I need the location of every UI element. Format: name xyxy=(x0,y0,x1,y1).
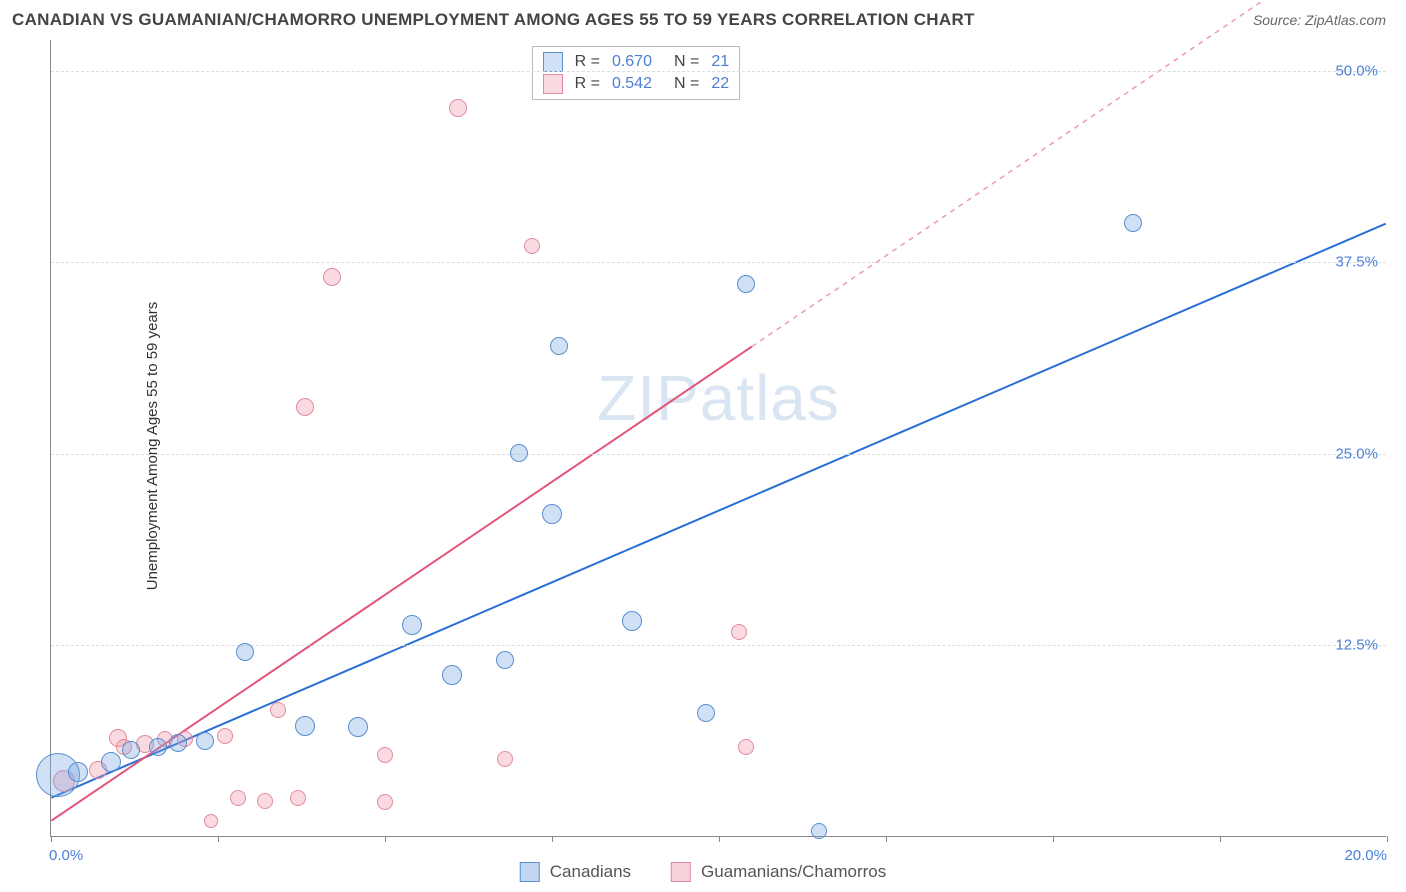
y-tick-label: 25.0% xyxy=(1335,445,1378,462)
trend-lines-layer xyxy=(51,40,1386,836)
correlation-legend: R = 0.670 N = 21 R = 0.542 N = 22 xyxy=(532,46,741,100)
legend-stat-row: R = 0.542 N = 22 xyxy=(543,73,730,95)
data-point xyxy=(697,704,715,722)
data-point xyxy=(204,814,218,828)
x-tick xyxy=(385,836,386,842)
r-value: 0.542 xyxy=(612,75,652,93)
data-point xyxy=(270,702,286,718)
data-point xyxy=(236,643,254,661)
data-point xyxy=(738,739,754,755)
data-point xyxy=(230,790,246,806)
data-point xyxy=(442,665,462,685)
gridline xyxy=(51,262,1386,263)
data-point xyxy=(377,747,393,763)
data-point xyxy=(811,823,827,839)
data-point xyxy=(296,398,314,416)
data-point xyxy=(169,734,187,752)
data-point xyxy=(323,268,341,286)
legend-item: Guamanians/Chamorros xyxy=(671,862,886,882)
legend-label: Canadians xyxy=(550,862,631,882)
y-tick-label: 37.5% xyxy=(1335,254,1378,271)
data-point xyxy=(622,611,642,631)
legend-item: Canadians xyxy=(520,862,631,882)
legend-swatch xyxy=(543,74,563,94)
y-tick-label: 50.0% xyxy=(1335,62,1378,79)
x-tick xyxy=(886,836,887,842)
data-point xyxy=(257,793,273,809)
r-value: 0.670 xyxy=(612,53,652,71)
data-point xyxy=(1124,214,1142,232)
source-label: Source: ZipAtlas.com xyxy=(1253,12,1386,28)
legend-swatch xyxy=(543,52,563,72)
legend-swatch xyxy=(520,862,540,882)
data-point xyxy=(542,504,562,524)
gridline xyxy=(51,454,1386,455)
x-tick xyxy=(218,836,219,842)
data-point xyxy=(68,762,88,782)
data-point xyxy=(377,794,393,810)
data-point xyxy=(122,741,140,759)
x-tick xyxy=(719,836,720,842)
n-value: 21 xyxy=(711,53,729,71)
gridline xyxy=(51,71,1386,72)
legend-swatch xyxy=(671,862,691,882)
data-point xyxy=(101,752,121,772)
data-point xyxy=(196,732,214,750)
r-label: R = xyxy=(575,53,600,71)
n-label: N = xyxy=(674,75,699,93)
y-tick-label: 12.5% xyxy=(1335,637,1378,654)
data-point xyxy=(295,716,315,736)
x-tick-label: 20.0% xyxy=(1344,847,1387,864)
data-point xyxy=(510,444,528,462)
scatter-chart: ZIPatlas R = 0.670 N = 21 R = 0.542 N = 22 12.5… xyxy=(50,40,1386,837)
data-point xyxy=(217,728,233,744)
data-point xyxy=(731,624,747,640)
data-point xyxy=(497,751,513,767)
series-legend: Canadians Guamanians/Chamorros xyxy=(520,862,886,882)
x-tick-label: 0.0% xyxy=(49,847,83,864)
x-tick xyxy=(1387,836,1388,842)
data-point xyxy=(290,790,306,806)
x-tick xyxy=(1053,836,1054,842)
watermark: ZIPatlas xyxy=(597,361,840,435)
n-value: 22 xyxy=(711,75,729,93)
data-point xyxy=(402,615,422,635)
data-point xyxy=(737,275,755,293)
x-tick xyxy=(51,836,52,842)
n-label: N = xyxy=(674,53,699,71)
data-point xyxy=(524,238,540,254)
data-point xyxy=(348,717,368,737)
chart-header: CANADIAN VS GUAMANIAN/CHAMORRO UNEMPLOYM… xyxy=(0,0,1406,38)
data-point xyxy=(449,99,467,117)
chart-title: CANADIAN VS GUAMANIAN/CHAMORRO UNEMPLOYM… xyxy=(12,10,975,30)
x-tick xyxy=(552,836,553,842)
data-point xyxy=(149,738,167,756)
legend-label: Guamanians/Chamorros xyxy=(701,862,886,882)
r-label: R = xyxy=(575,75,600,93)
data-point xyxy=(496,651,514,669)
x-tick xyxy=(1220,836,1221,842)
data-point xyxy=(550,337,568,355)
